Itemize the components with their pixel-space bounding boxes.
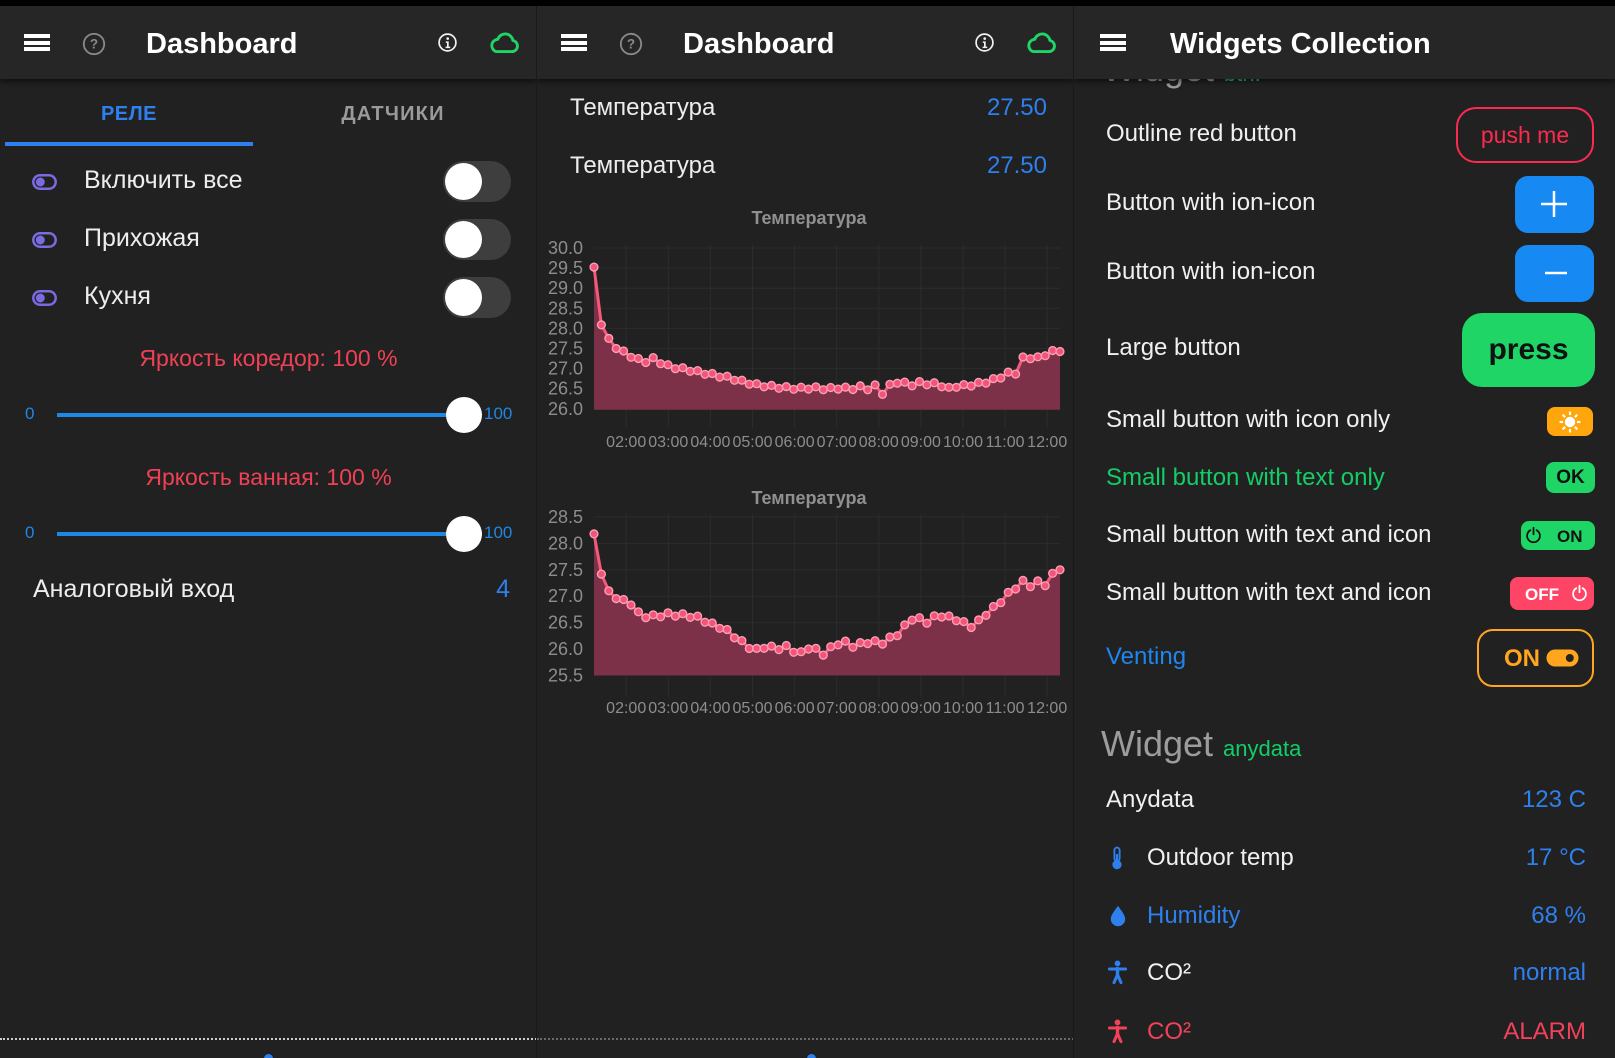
svg-text:07:00: 07:00 <box>817 700 857 717</box>
svg-text:27.5: 27.5 <box>548 339 583 359</box>
svg-text:09:00: 09:00 <box>901 700 941 717</box>
svg-text:06:00: 06:00 <box>775 434 815 451</box>
svg-text:Температура: Температура <box>751 208 867 228</box>
svg-text:02:00: 02:00 <box>606 700 646 717</box>
svg-text:10:00: 10:00 <box>943 434 983 451</box>
svg-text:06:00: 06:00 <box>775 700 815 717</box>
svg-text:08:00: 08:00 <box>859 700 899 717</box>
svg-text:27.0: 27.0 <box>548 586 583 606</box>
svg-text:03:00: 03:00 <box>648 434 688 451</box>
svg-text:30.0: 30.0 <box>548 238 583 258</box>
svg-text:?: ? <box>627 37 635 52</box>
svg-text:25.5: 25.5 <box>548 665 583 685</box>
svg-text:05:00: 05:00 <box>732 434 772 451</box>
svg-text:03:00: 03:00 <box>648 700 688 717</box>
svg-text:26.0: 26.0 <box>548 399 583 419</box>
svg-text:28.5: 28.5 <box>548 507 583 527</box>
svg-text:28.5: 28.5 <box>548 298 583 318</box>
svg-text:07:00: 07:00 <box>817 434 857 451</box>
svg-text:28.0: 28.0 <box>548 318 583 338</box>
svg-text:26.5: 26.5 <box>548 379 583 399</box>
svg-text:27.0: 27.0 <box>548 359 583 379</box>
svg-text:28.0: 28.0 <box>548 533 583 553</box>
svg-text:29.0: 29.0 <box>548 278 583 298</box>
svg-text:05:00: 05:00 <box>732 700 772 717</box>
svg-text:04:00: 04:00 <box>690 434 730 451</box>
svg-text:11:00: 11:00 <box>986 700 1025 717</box>
svg-text:10:00: 10:00 <box>943 700 983 717</box>
svg-text:08:00: 08:00 <box>859 434 899 451</box>
svg-text:02:00: 02:00 <box>606 434 646 451</box>
svg-text:29.5: 29.5 <box>548 258 583 278</box>
svg-text:04:00: 04:00 <box>690 700 730 717</box>
svg-text:27.5: 27.5 <box>548 560 583 580</box>
svg-text:26.0: 26.0 <box>548 639 583 659</box>
svg-text:26.5: 26.5 <box>548 613 583 633</box>
svg-text:09:00: 09:00 <box>901 434 941 451</box>
svg-text:11:00: 11:00 <box>986 434 1025 451</box>
svg-text:Температура: Температура <box>751 488 867 508</box>
svg-text:12:00: 12:00 <box>1027 434 1067 451</box>
svg-text:?: ? <box>90 37 98 52</box>
svg-text:12:00: 12:00 <box>1027 700 1067 717</box>
